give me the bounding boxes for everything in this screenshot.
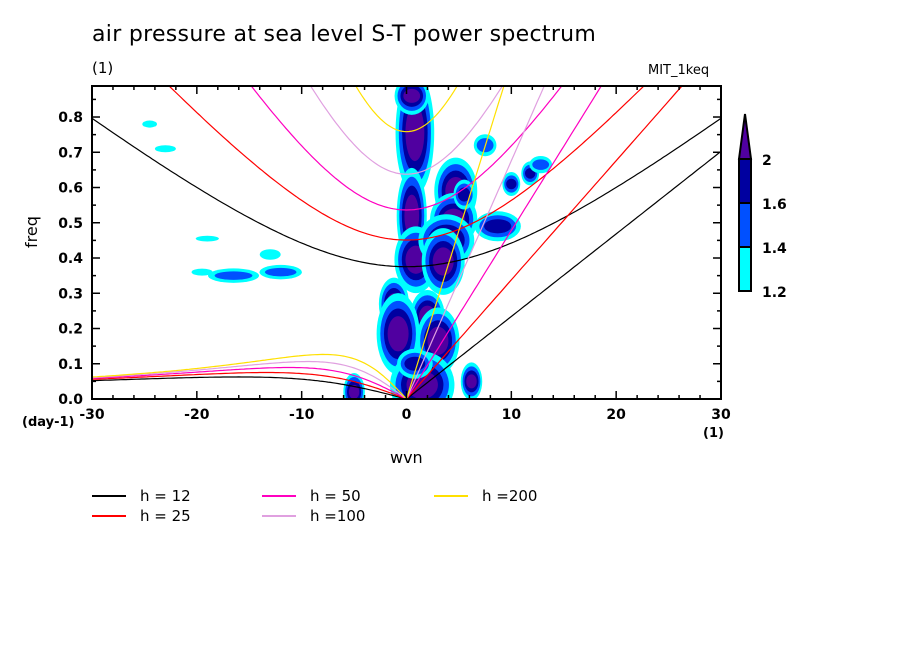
- y-tick-label: 0.7: [58, 145, 83, 161]
- y-tick-label: 0.6: [58, 181, 83, 197]
- x-tick-label: 0: [402, 407, 412, 423]
- contour-blob-7-level-3: [432, 247, 454, 276]
- y-tick-label: 0.4: [58, 251, 83, 267]
- y-tick-label: 0.2: [58, 322, 83, 338]
- x-axis-unit: (1): [703, 426, 724, 441]
- legend-label: h = 25: [140, 507, 191, 525]
- contour-blob-22-level-0: [191, 268, 213, 276]
- legend-item: h = 25: [92, 507, 191, 525]
- curve-ig-h25: [168, 86, 645, 241]
- chart-title: air pressure at sea level S-T power spec…: [92, 22, 597, 47]
- legend-swatch: [262, 515, 296, 517]
- legend-swatch: [92, 515, 126, 517]
- x-tick-label: -10: [289, 407, 315, 423]
- contour-blob-19-level-3: [466, 374, 477, 389]
- legend-item: h =100: [262, 507, 366, 525]
- dispersion-curves: [92, 86, 721, 399]
- colorbar-extend-triangle: [737, 113, 753, 160]
- x-tick-label: 30: [711, 407, 731, 423]
- y-tick-label: 0.8: [58, 110, 83, 126]
- curve-ig-h200: [355, 86, 458, 133]
- contour-blob-20-level-1: [214, 271, 253, 280]
- y-tick-label: 0.3: [58, 286, 83, 302]
- colorbar: 1.2 1.4 1.6 2: [737, 113, 787, 301]
- legend-item: h = 12: [92, 487, 191, 505]
- contour-blob-28-level-1: [532, 159, 550, 170]
- contour-blob-0-level-3: [405, 104, 425, 162]
- colorbar-label: 2: [762, 153, 772, 169]
- x-tick-label: 20: [606, 407, 626, 423]
- x-axis: -30 -20 -10 0 10 20 30: [79, 86, 731, 423]
- colorbar-segment: [738, 158, 752, 204]
- legend-item: h =200: [434, 487, 538, 505]
- colorbar-label: 1.4: [762, 241, 787, 257]
- x-tick-label: -20: [184, 407, 210, 423]
- x-tick-label: -30: [79, 407, 105, 423]
- contour-blob-18-level-3: [348, 384, 360, 399]
- legend-label: h =200: [482, 487, 538, 505]
- chart-units: (1): [92, 59, 114, 77]
- model-label: MIT_1keq: [648, 63, 710, 78]
- y-tick-label: 0.0: [58, 392, 83, 408]
- contour-blob-25-level-0: [195, 235, 219, 242]
- curve-er-h100: [92, 360, 407, 399]
- curve-ig-h12: [92, 117, 721, 268]
- curve-kelvin-h200: [405, 86, 505, 399]
- legend-label: h = 12: [140, 487, 191, 505]
- colorbar-label: 1.6: [762, 197, 787, 213]
- curve-kelvin-h100: [405, 86, 545, 399]
- curve-kelvin-h50: [405, 86, 602, 399]
- y-tick-label: 0.1: [58, 357, 83, 373]
- colorbar-label: 1.2: [762, 285, 787, 301]
- curve-ig-h50: [250, 86, 563, 211]
- curve-kelvin-h25: [406, 86, 683, 399]
- legend-item: h = 50: [262, 487, 361, 505]
- legend-label: h =100: [310, 507, 366, 525]
- legend-label: h = 50: [310, 487, 361, 505]
- contour-blob-15-level-2: [484, 219, 512, 234]
- curve-er-h25: [92, 371, 407, 399]
- curve-er-h200: [92, 353, 407, 399]
- y-tick-label: 0.5: [58, 216, 83, 232]
- colorbar-segment: [738, 246, 752, 292]
- y-axis-unit: (day-1): [22, 415, 75, 430]
- curve-er-h50: [92, 366, 407, 399]
- curve-er-h12: [92, 376, 407, 399]
- legend-swatch: [92, 495, 126, 497]
- legend-swatch: [434, 495, 468, 497]
- y-axis: 0.0 0.1 0.2 0.3 0.4 0.5 0.6 0.7 0.8: [58, 98, 721, 408]
- contour-blob-21-level-1: [264, 267, 297, 277]
- curve-ig-h100: [309, 86, 504, 175]
- contour-blob-2-level-3: [404, 194, 420, 237]
- curve-kelvin-h12: [406, 150, 721, 399]
- contour-blob-24-level-0: [142, 120, 157, 128]
- contour-blob-23-level-0: [154, 145, 176, 153]
- legend-swatch: [262, 495, 296, 497]
- contour-blob-1-level-3: [403, 88, 421, 103]
- colorbar-segment: [738, 202, 752, 248]
- contour-blob-11-level-3: [427, 326, 449, 355]
- x-tick-label: 10: [502, 407, 522, 423]
- x-axis-label: wvn: [390, 448, 423, 467]
- contour-blob-26-level-0: [259, 249, 281, 260]
- contour-blob-10-level-3: [387, 316, 409, 352]
- contour-blob-16-level-2: [506, 178, 517, 190]
